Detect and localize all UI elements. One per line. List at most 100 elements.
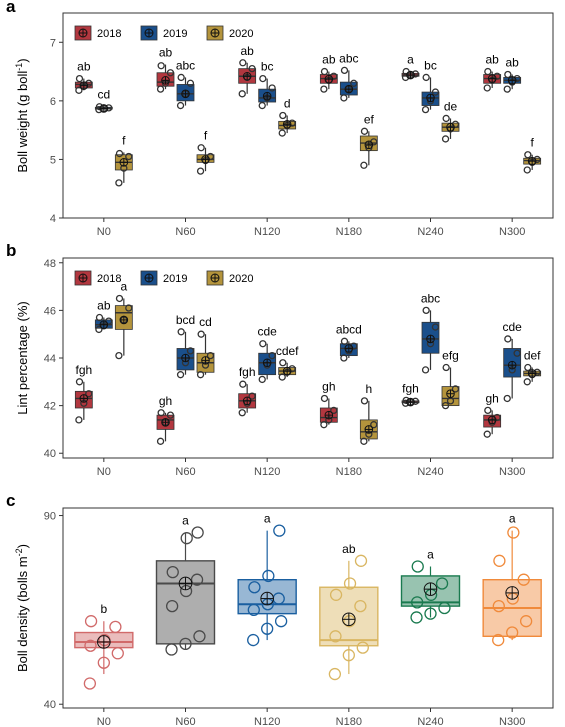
data-point	[503, 85, 511, 93]
data-point	[356, 641, 369, 654]
significance-letter: ab	[505, 56, 519, 70]
data-point	[83, 677, 97, 690]
panel-c: c 40 90 N0 N60 N120 N180 N240 N300 Boll density (…	[6, 491, 554, 727]
data-point	[503, 394, 511, 403]
x-tick-label: N300	[499, 226, 525, 238]
significance-letter: gh	[322, 379, 335, 393]
data-point	[340, 337, 349, 345]
data-point	[179, 584, 193, 598]
data-point	[504, 70, 512, 79]
data-point	[166, 411, 175, 419]
legend: 2018 2019 2020	[74, 25, 253, 41]
y-axis-label-text: Boll weight (g boll	[15, 71, 30, 173]
data-point	[97, 656, 110, 669]
y-tick-label: 46	[44, 305, 56, 317]
box-group	[441, 114, 460, 143]
box-group	[238, 380, 257, 417]
box-group	[114, 294, 133, 360]
significance-letter: ab	[322, 53, 336, 67]
y-axis-label-close: )	[15, 58, 30, 62]
x-tick-label: N240	[417, 226, 443, 238]
box-group	[359, 397, 378, 445]
significance-letter: cde	[257, 325, 277, 339]
data-point	[239, 59, 247, 67]
data-point	[370, 421, 378, 429]
significance-letter: bcd	[176, 313, 195, 327]
data-point	[191, 526, 204, 539]
significance-letter: ab	[77, 60, 91, 74]
panel-label: a	[6, 0, 16, 16]
box-group	[401, 67, 420, 82]
data-point	[343, 577, 357, 590]
data-point	[411, 70, 420, 78]
data-point	[451, 385, 460, 393]
data-point	[513, 74, 521, 83]
data-point	[247, 603, 260, 617]
panel-label: b	[6, 241, 16, 260]
significance-letter: a	[407, 53, 414, 67]
panel-label: c	[6, 491, 15, 510]
box-group	[278, 111, 297, 137]
data-point	[493, 413, 501, 422]
y-tick-label: 40	[44, 699, 56, 711]
box-group	[74, 378, 93, 424]
box-group	[400, 560, 461, 624]
significance-letter: a	[182, 514, 189, 528]
data-point	[411, 560, 424, 573]
box-group	[523, 363, 542, 386]
data-point	[288, 119, 296, 127]
data-point	[360, 161, 368, 169]
x-tick-label: N120	[254, 466, 280, 478]
data-point	[95, 105, 103, 114]
data-point	[350, 79, 358, 87]
significance-letter: abc	[421, 291, 440, 305]
data-point	[342, 649, 355, 662]
box-group	[156, 409, 175, 445]
data-point	[177, 328, 185, 336]
significance-letter: bc	[424, 58, 437, 72]
box-group	[483, 67, 502, 92]
data-point	[157, 409, 165, 417]
significance-letter: f	[122, 133, 126, 147]
significance-letter: ab	[485, 53, 499, 67]
significance-letter: gh	[485, 391, 498, 405]
data-point	[524, 151, 532, 159]
data-point	[84, 615, 98, 628]
data-point	[248, 581, 261, 594]
box-group	[421, 73, 440, 114]
significance-letter: de	[444, 99, 458, 113]
box-group	[319, 67, 338, 93]
box-group	[339, 66, 358, 102]
box-group	[339, 337, 358, 362]
data-point	[95, 325, 103, 334]
data-point	[262, 569, 275, 583]
data-point	[330, 406, 338, 415]
y-tick-label: 44	[44, 353, 56, 365]
data-point	[109, 620, 122, 634]
data-point	[279, 111, 287, 120]
data-point	[179, 637, 192, 650]
data-point	[176, 371, 185, 379]
data-point	[424, 607, 437, 620]
data-point	[258, 375, 266, 384]
y-tick-label: 7	[50, 37, 56, 49]
data-point	[492, 633, 505, 647]
data-point	[483, 430, 491, 438]
data-point	[360, 437, 368, 445]
data-point	[206, 351, 215, 360]
data-point	[115, 149, 124, 158]
data-point	[442, 363, 450, 372]
data-point	[320, 85, 328, 93]
significance-letter: ab	[97, 299, 111, 313]
data-point	[196, 167, 205, 175]
data-point	[354, 554, 368, 567]
y-tick-label: 4	[50, 213, 56, 225]
data-point	[340, 66, 349, 75]
y-tick-label: 48	[44, 258, 56, 270]
x-tick-label: N0	[97, 466, 111, 478]
data-point	[350, 342, 358, 350]
x-tick-label: N180	[336, 226, 362, 238]
box-group	[238, 59, 257, 98]
significance-letter: a	[509, 512, 516, 526]
plot-frame	[62, 257, 554, 459]
